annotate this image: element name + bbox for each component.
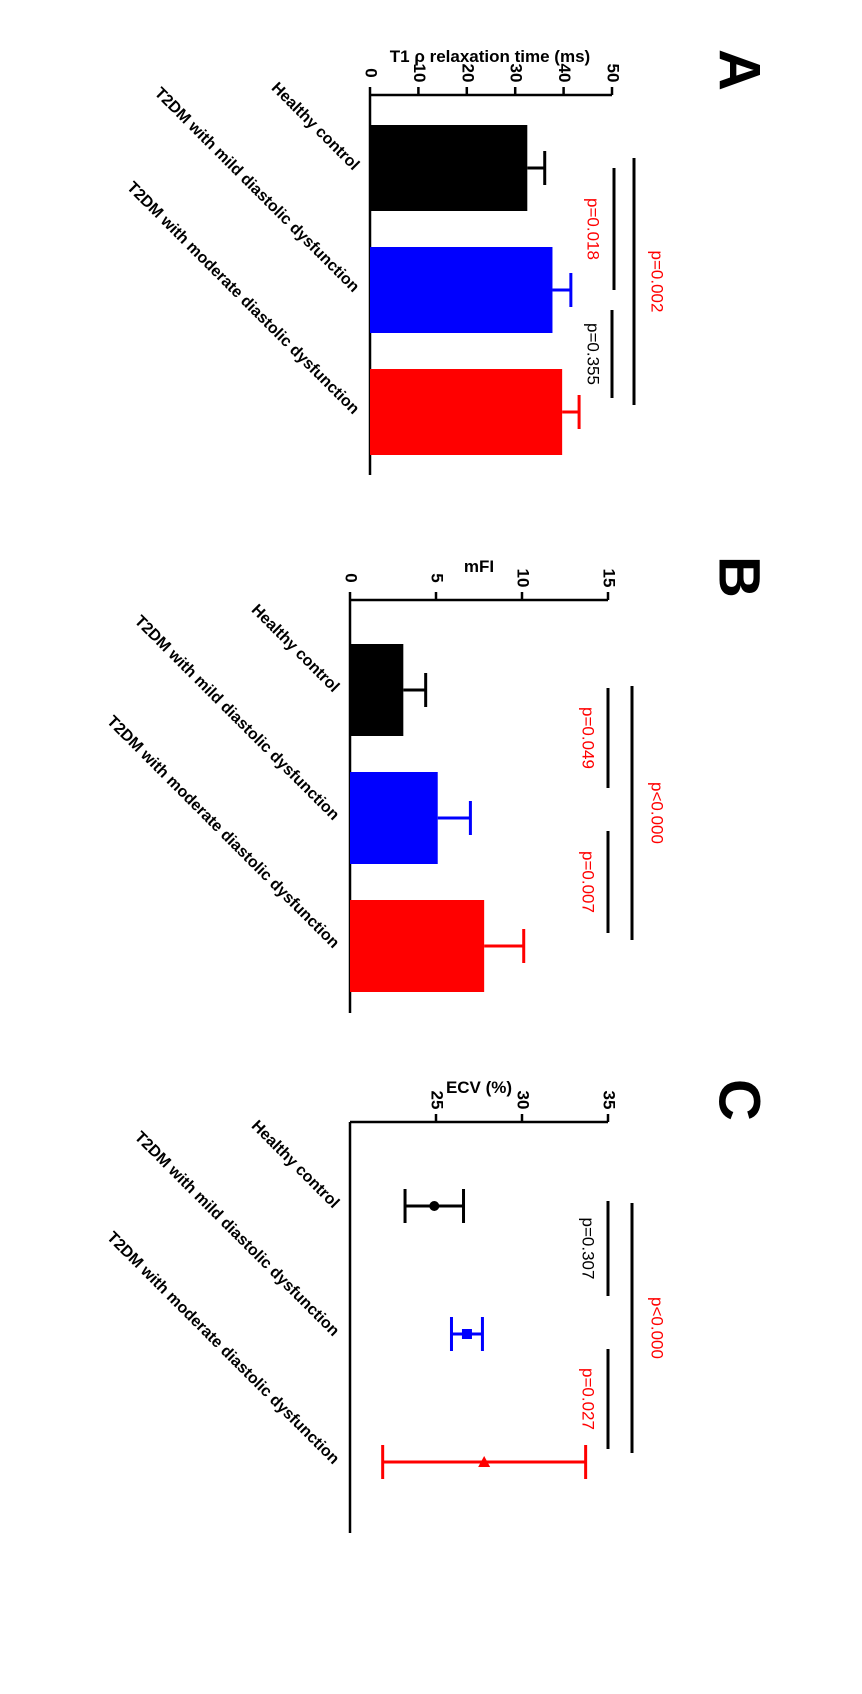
tick-label: 10 — [514, 569, 533, 588]
p-value-label: p=0.027 — [579, 1368, 598, 1430]
p-value-label: p<0.000 — [648, 1297, 667, 1359]
p-value-label: p<0.000 — [648, 782, 667, 844]
p-value-label: p=0.018 — [584, 198, 603, 260]
tick-label: 10 — [410, 64, 429, 83]
tick-label: 35 — [600, 1091, 619, 1110]
p-value-label: p=0.049 — [579, 707, 598, 769]
p-value-label: p=0.355 — [584, 323, 603, 385]
category-label: T2DM with moderate diastolic dysfunction — [103, 713, 342, 952]
category-label: Healthy control — [268, 79, 362, 173]
bar — [370, 125, 528, 211]
tick-label: 5 — [428, 573, 447, 582]
category-label: T2DM with mild diastolic dysfunction — [131, 1129, 342, 1340]
p-value-label: p=0.002 — [648, 251, 667, 313]
panel-letter-a: A — [707, 49, 772, 91]
bar — [350, 900, 485, 992]
tick-label: 40 — [555, 64, 574, 83]
tick-label: 0 — [342, 573, 361, 582]
category-label: T2DM with moderate diastolic dysfunction — [123, 179, 362, 418]
tick-label: 50 — [604, 64, 623, 83]
bar — [350, 644, 404, 736]
category-label: Healthy control — [248, 601, 342, 695]
data-point — [461, 1329, 472, 1339]
p-value-label: p=0.307 — [579, 1218, 598, 1280]
tick-label: 25 — [428, 1091, 447, 1110]
category-label: T2DM with mild diastolic dysfunction — [131, 613, 342, 824]
bar — [350, 772, 438, 864]
category-label: Healthy control — [248, 1117, 342, 1211]
category-label: T2DM with moderate diastolic dysfunction — [103, 1229, 342, 1468]
value-axis-label: mFI — [464, 557, 494, 576]
p-value-label: p=0.007 — [579, 851, 598, 913]
value-axis-label: ECV (%) — [446, 1078, 512, 1097]
panel-letter-b: B — [707, 556, 772, 598]
tick-label: 30 — [507, 64, 526, 83]
tick-label: 30 — [514, 1091, 533, 1110]
panel-letter-c: C — [707, 1079, 772, 1121]
tick-label: 15 — [600, 569, 619, 588]
tick-label: 20 — [458, 64, 477, 83]
category-label: T2DM with mild diastolic dysfunction — [151, 85, 362, 296]
data-point — [429, 1201, 440, 1211]
panel-a: A 0 10 20 30 40 50 T1 ρ relaxation time (ms) Hea… — [123, 47, 772, 475]
tick-label: 0 — [362, 68, 381, 77]
bar — [370, 247, 553, 333]
bar — [370, 369, 563, 455]
data-point — [478, 1456, 491, 1467]
value-axis-label: T1 ρ relaxation time (ms) — [390, 47, 590, 66]
